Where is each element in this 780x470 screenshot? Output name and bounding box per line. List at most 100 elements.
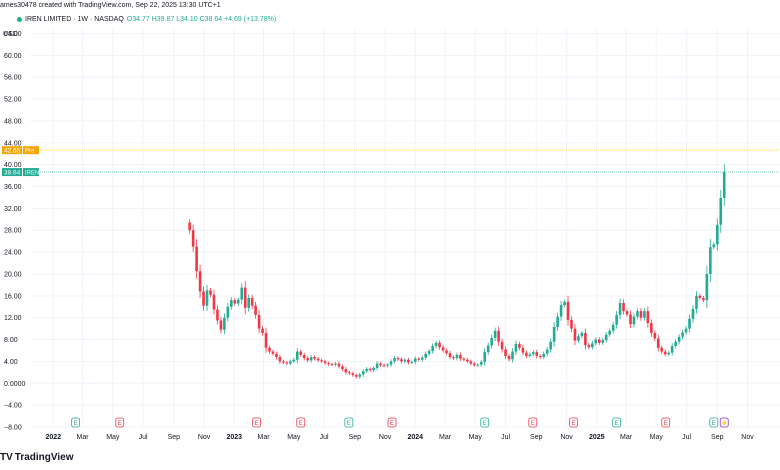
candle-body — [410, 361, 414, 363]
candle-body — [337, 363, 341, 367]
y-tick-label: 20.00 — [4, 271, 22, 278]
event-marker-label: E — [74, 421, 78, 427]
candle-body — [306, 358, 309, 361]
candle-body — [452, 357, 455, 359]
x-tick-label: Jul — [682, 434, 691, 441]
candle-body — [695, 295, 698, 309]
candle-body — [591, 343, 594, 348]
candle-body — [702, 298, 705, 301]
event-marker-label: E — [712, 421, 716, 427]
candle-body — [604, 334, 608, 341]
candle-body — [448, 353, 452, 358]
candle-body — [403, 359, 407, 362]
event-marker — [528, 417, 538, 428]
candle-body — [556, 316, 559, 327]
candle-body — [427, 351, 431, 354]
candle-body — [507, 355, 511, 360]
candle-body — [636, 311, 639, 317]
y-tick-label: −8.00 — [4, 425, 22, 432]
candle-body — [223, 317, 226, 330]
candle-body — [563, 301, 566, 306]
candle-body — [476, 364, 480, 366]
y-tick-label: 60.00 — [4, 53, 22, 60]
candle-body — [327, 363, 330, 365]
currency-label: USD — [3, 31, 18, 38]
candle-body — [670, 346, 674, 353]
candle-body — [368, 369, 372, 371]
price-label-box — [2, 146, 22, 155]
candle-body — [219, 320, 223, 330]
y-tick-label: 48.00 — [4, 118, 22, 125]
candle-body — [490, 337, 493, 346]
event-marker-label: E — [347, 421, 351, 427]
x-tick-label: Mar — [439, 434, 452, 441]
candle-body — [663, 351, 667, 355]
candle-body — [250, 298, 254, 306]
event-marker-label: E — [664, 421, 668, 427]
y-tick-label: 4.00 — [4, 359, 18, 366]
candle-body — [348, 372, 351, 374]
candle-body — [257, 314, 261, 329]
event-marker — [387, 417, 397, 428]
candle-body — [705, 273, 709, 301]
candle-body — [532, 352, 535, 355]
candle-body — [386, 364, 389, 366]
y-tick-label: 64.00 — [4, 31, 22, 38]
created-by-text: ames30478 created with TradingView.com, … — [0, 2, 221, 9]
candle-body — [316, 358, 320, 361]
price-tag-text: Pre — [25, 149, 35, 155]
candle-body — [622, 302, 625, 312]
tradingview-logo-icon: TV — [0, 452, 13, 463]
candle-body — [282, 361, 285, 363]
event-marker-label: E — [483, 421, 487, 427]
candle-body — [275, 353, 278, 358]
candle-body — [580, 332, 584, 337]
x-tick-label: Nov — [741, 434, 754, 441]
candle-body — [611, 324, 615, 331]
symbol-name[interactable]: IREN LIMITED · 1W · NASDAQ — [25, 16, 124, 23]
status-dot-icon — [17, 17, 22, 22]
candle-body — [330, 364, 334, 366]
candle-body — [233, 300, 237, 304]
event-marker — [661, 417, 671, 428]
event-marker-label: E — [299, 421, 303, 427]
price-label-value: 38.64 — [4, 170, 21, 177]
candle-body — [566, 301, 570, 320]
event-marker — [569, 417, 578, 428]
y-tick-label: 8.00 — [4, 337, 18, 344]
candle-body — [289, 361, 292, 364]
candle-body — [278, 357, 282, 362]
x-tick-label: May — [287, 434, 301, 441]
candle-body — [441, 347, 445, 351]
event-marker-label: E — [571, 421, 575, 427]
candle-body — [504, 349, 507, 356]
candle-body — [493, 330, 497, 338]
candle-body — [625, 311, 629, 315]
x-tick-label: 2023 — [227, 434, 243, 441]
candle-body — [434, 342, 438, 347]
candle-body — [379, 363, 382, 366]
y-tick-label: 56.00 — [4, 75, 22, 82]
candle-body — [341, 366, 344, 370]
price-tag-text: IREN — [25, 171, 39, 177]
y-tick-label: 40.00 — [4, 162, 22, 169]
candle-body — [698, 295, 702, 299]
candle-body — [618, 302, 622, 315]
y-tick-label: 24.00 — [4, 250, 22, 257]
candle-body — [715, 224, 719, 245]
event-marker-label: E — [118, 421, 122, 427]
candle-body — [594, 339, 598, 344]
candle-body — [587, 345, 591, 348]
y-tick-label: 36.00 — [4, 184, 22, 191]
candle-body — [236, 299, 240, 304]
candle-body — [320, 360, 323, 362]
price-label-value: 42.65 — [4, 148, 21, 155]
candle-body — [483, 352, 487, 362]
candle-body — [205, 290, 209, 306]
symbol-legend: IREN LIMITED · 1W · NASDAQ O34.77 H39.87… — [0, 16, 276, 23]
event-marker — [344, 417, 354, 428]
candle-body — [334, 363, 337, 365]
event-marker-label: E — [531, 421, 535, 427]
x-tick-label: Nov — [560, 434, 573, 441]
